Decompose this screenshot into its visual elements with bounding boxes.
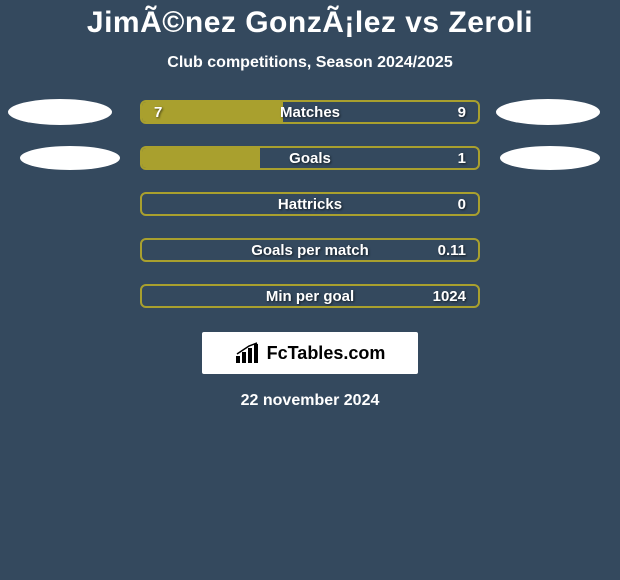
stat-row: Min per goal1024 [0, 284, 620, 308]
page-subtitle: Club competitions, Season 2024/2025 [0, 54, 620, 72]
stat-value-right: 1024 [433, 286, 466, 306]
stat-label: Min per goal [142, 286, 478, 306]
branding-text: FcTables.com [267, 343, 386, 364]
stat-row: 7Matches9 [0, 100, 620, 124]
stat-value-right: 0.11 [438, 240, 466, 260]
stat-bar: 7Matches9 [140, 100, 480, 124]
stat-row: Goals per match0.11 [0, 238, 620, 262]
stat-value-right: 1 [458, 148, 466, 168]
date-text: 22 november 2024 [0, 392, 620, 410]
player-ellipse-left [20, 146, 120, 170]
stat-label: Matches [142, 102, 478, 122]
page-title: JimÃ©nez GonzÃ¡lez vs Zeroli [0, 6, 620, 40]
stat-value-right: 0 [458, 194, 466, 214]
stat-bar: Goals per match0.11 [140, 238, 480, 262]
stat-row: Goals1 [0, 146, 620, 170]
stat-label: Hattricks [142, 194, 478, 214]
stat-bar: Min per goal1024 [140, 284, 480, 308]
stat-label: Goals [142, 148, 478, 168]
stat-rows: 7Matches9 Goals1 Hattricks0 Goals per match… [0, 100, 620, 308]
stat-bar: Hattricks0 [140, 192, 480, 216]
stat-value-right: 9 [458, 102, 466, 122]
player-ellipse-right [500, 146, 600, 170]
stat-label: Goals per match [142, 240, 478, 260]
chart-icon [235, 342, 261, 364]
player-ellipse-left [8, 99, 112, 125]
comparison-widget: JimÃ©nez GonzÃ¡lez vs Zeroli Club compet… [0, 0, 620, 410]
stat-bar: Goals1 [140, 146, 480, 170]
branding-badge: FcTables.com [202, 332, 418, 374]
stat-row: Hattricks0 [0, 192, 620, 216]
player-ellipse-right [496, 99, 600, 125]
